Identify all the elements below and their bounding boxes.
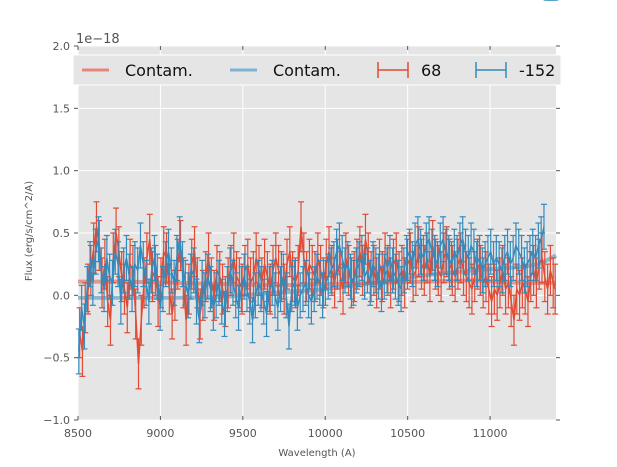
- legend-label: Contam.: [125, 61, 193, 80]
- y-tick-label: 0.0: [53, 289, 71, 302]
- y-offset-label: 1e−18: [76, 32, 120, 47]
- y-tick-label: −0.5: [43, 352, 70, 365]
- legend-label: 68: [421, 61, 441, 80]
- axes: 8500 9000 9500 10000 10500 11000 −1.0 −0.5 0.0 0.…: [43, 40, 560, 440]
- legend: Contam. Contam. 68 -152: [72, 54, 562, 86]
- x-tick-label: 11000: [473, 427, 508, 440]
- y-tick-label: 1.5: [53, 102, 71, 115]
- legend-label: -152: [519, 61, 555, 80]
- x-tick-label: 10000: [308, 427, 343, 440]
- y-axis-label: Flux (erg/s/cm^2/A): [24, 181, 35, 281]
- x-tick-label: 9500: [229, 427, 257, 440]
- x-tick-label: 8500: [64, 427, 92, 440]
- x-axis-label: Wavelength (A): [278, 448, 355, 459]
- x-tick-label: 9000: [146, 427, 174, 440]
- legend-label: Contam.: [273, 61, 341, 80]
- data-line: [78, 226, 545, 352]
- x-tick-label: 10500: [390, 427, 425, 440]
- y-tick-label: 1.0: [53, 165, 71, 178]
- errorbar-series--152: [75, 0, 559, 375]
- y-tick-label: 0.5: [53, 227, 71, 240]
- errorbar-layer: [75, 0, 559, 390]
- y-tick-label: 2.0: [53, 40, 71, 53]
- y-tick-label: −1.0: [43, 414, 70, 427]
